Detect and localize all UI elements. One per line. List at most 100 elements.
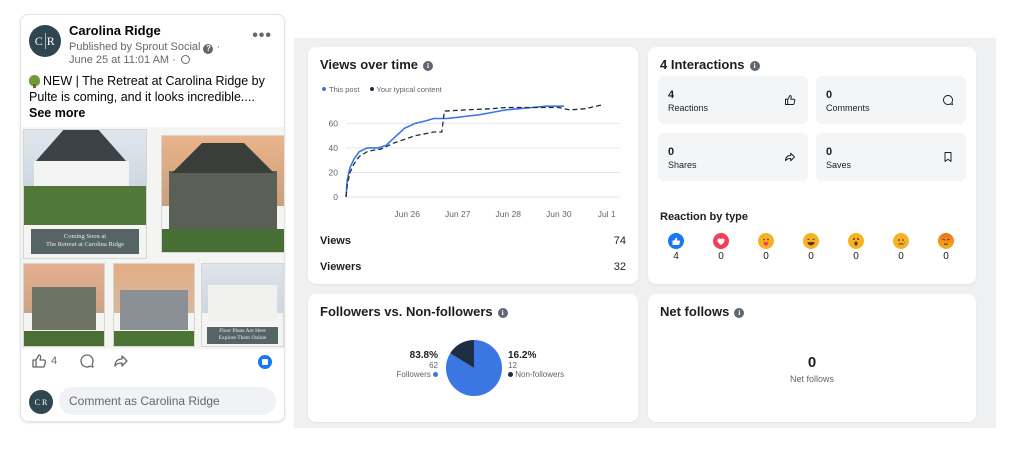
like-reaction-icon <box>668 233 684 249</box>
y-tick-label: 20 <box>329 167 339 177</box>
comments-label: Comments <box>826 103 870 113</box>
post-timestamp[interactable]: June 25 at 11:01 AM · <box>69 54 190 66</box>
info-icon[interactable]: i <box>749 61 760 71</box>
net-follows-card-title: Net follows i <box>660 304 745 319</box>
views-card-title: Views over time i <box>320 57 434 72</box>
followers-percent: 83.8% <box>409 350 438 361</box>
reactions-count: 4 <box>668 89 675 101</box>
photo-1-caption: Coming Soon at The Retreat at Carolina R… <box>31 228 139 255</box>
reaction-sad: 0 <box>891 233 911 262</box>
photo-4[interactable] <box>113 263 195 347</box>
shares-count: 0 <box>668 146 675 158</box>
facebook-post-card: C R Carolina Ridge Published by Sprout S… <box>20 14 285 422</box>
comment-action[interactable] <box>79 353 95 369</box>
reactions-label: Reactions <box>668 103 709 113</box>
nonfollowers-legend: 16.2% 12 Non-followers <box>508 350 564 379</box>
bookmark-icon <box>944 152 952 162</box>
views-stat-row: Views 74 <box>320 235 626 247</box>
reaction-care: 0 <box>756 233 776 262</box>
more-options-button[interactable]: ••• <box>252 27 272 44</box>
views-label: Views <box>320 235 351 247</box>
photo-2[interactable] <box>161 135 284 253</box>
shares-label: Shares <box>668 160 697 170</box>
thumbs-up-icon <box>32 354 47 368</box>
post-message: NEW | The Retreat at Carolina Ridge by P… <box>29 73 279 121</box>
photo-1[interactable]: Coming Soon at The Retreat at Carolina R… <box>23 129 147 259</box>
commenter-avatar: C R <box>29 390 53 414</box>
photo-3[interactable] <box>23 263 105 347</box>
help-icon[interactable]: ? <box>203 44 214 54</box>
viewers-label: Viewers <box>320 261 362 273</box>
photo-5[interactable]: Floor Plans Are Here Explore Them Online <box>201 263 284 347</box>
followers-pie-chart <box>446 340 502 396</box>
legend-dot-post <box>322 87 326 91</box>
info-icon[interactable]: i <box>497 308 508 318</box>
followers-dot <box>433 372 438 377</box>
chart-legend: This post Your typical content <box>322 85 442 94</box>
commenter-initials: C R <box>34 397 48 407</box>
views-value: 74 <box>613 235 626 247</box>
comment-input[interactable] <box>59 387 276 415</box>
net-follows-label: Net follows <box>789 374 834 384</box>
followers-label: Followers <box>396 370 431 379</box>
post-message-text: NEW | The Retreat at Carolina Ridge by P… <box>29 74 265 104</box>
y-tick-label: 60 <box>329 118 339 128</box>
avatar-initials: C R <box>34 33 56 48</box>
comment-composer: C R <box>29 387 276 417</box>
share-action[interactable] <box>113 353 129 369</box>
nonfollowers-dot <box>508 372 513 377</box>
comment-bubble-icon <box>943 95 953 105</box>
net-follows-card: Net follows i 0 Net follows <box>648 294 976 422</box>
published-by-text: Published by Sprout Social <box>69 41 201 53</box>
followers-vs-nonfollowers-card: Followers vs. Non-followers i 83.8% 62 Fo… <box>308 294 638 422</box>
x-tick-label: Jun 28 <box>496 209 522 219</box>
angry-reaction-icon <box>938 233 954 249</box>
info-icon[interactable]: i <box>734 308 745 318</box>
y-tick-label: 40 <box>329 143 339 153</box>
post-action-bar: 4 <box>29 353 276 375</box>
comments-tile: 0 Comments <box>816 76 966 124</box>
interactions-title-text: 4 Interactions <box>660 57 745 72</box>
sad-count: 0 <box>898 251 904 262</box>
sad-reaction-icon <box>893 233 909 249</box>
wow-count: 0 <box>853 251 859 262</box>
interactions-card-title: 4 Interactions i <box>660 57 760 72</box>
reaction-like: 4 <box>666 233 686 262</box>
like-reaction-icon[interactable] <box>258 355 272 369</box>
like-action[interactable]: 4 <box>31 353 57 369</box>
photo-collage[interactable]: Coming Soon at The Retreat at Carolina R… <box>21 127 284 349</box>
page-avatar[interactable]: C R <box>29 25 61 57</box>
x-tick-label: Jun 27 <box>445 209 471 219</box>
saves-count: 0 <box>826 146 833 158</box>
like-count: 4 <box>673 251 679 262</box>
comment-icon <box>80 354 94 368</box>
viewers-stat-row: Viewers 32 <box>320 261 626 273</box>
haha-reaction-icon <box>803 233 819 249</box>
legend-typical-content: Your typical content <box>376 85 442 94</box>
care-reaction-icon <box>758 233 774 249</box>
followers-card-title: Followers vs. Non-followers i <box>320 304 508 319</box>
reaction-angry: 0 <box>936 233 956 262</box>
reaction-wow: 0 <box>846 233 866 262</box>
page-name-link[interactable]: Carolina Ridge <box>69 23 161 38</box>
x-tick-label: Jun 30 <box>546 209 572 219</box>
pie-slice-nonfollowers <box>450 340 474 368</box>
angry-count: 0 <box>943 251 949 262</box>
reaction-by-type-title: Reaction by type <box>660 211 749 223</box>
haha-count: 0 <box>808 251 814 262</box>
share-arrow-icon <box>785 152 795 162</box>
followers-legend: 83.8% 62 Followers <box>397 350 438 379</box>
followers-title-text: Followers vs. Non-followers <box>320 304 493 319</box>
reaction-love: 0 <box>711 233 731 262</box>
x-tick-label: Jun 26 <box>394 209 420 219</box>
globe-icon <box>180 55 190 64</box>
see-more-link[interactable]: See more <box>29 106 86 120</box>
info-icon[interactable]: i <box>423 61 434 71</box>
views-line-chart: 0 20 40 60 Jun 26 Jun 27 Jun 28 Jun 30 Jul 1 <box>329 104 620 219</box>
views-over-time-card: Views over time i This post Your typical … <box>308 47 638 284</box>
y-tick-label: 0 <box>333 192 338 202</box>
insights-dashboard: Views over time i This post Your typical … <box>294 38 996 428</box>
post-time-text: June 25 at 11:01 AM · <box>69 54 176 66</box>
legend-dot-typical <box>369 87 374 91</box>
nonfollowers-label: Non-followers <box>515 370 565 379</box>
